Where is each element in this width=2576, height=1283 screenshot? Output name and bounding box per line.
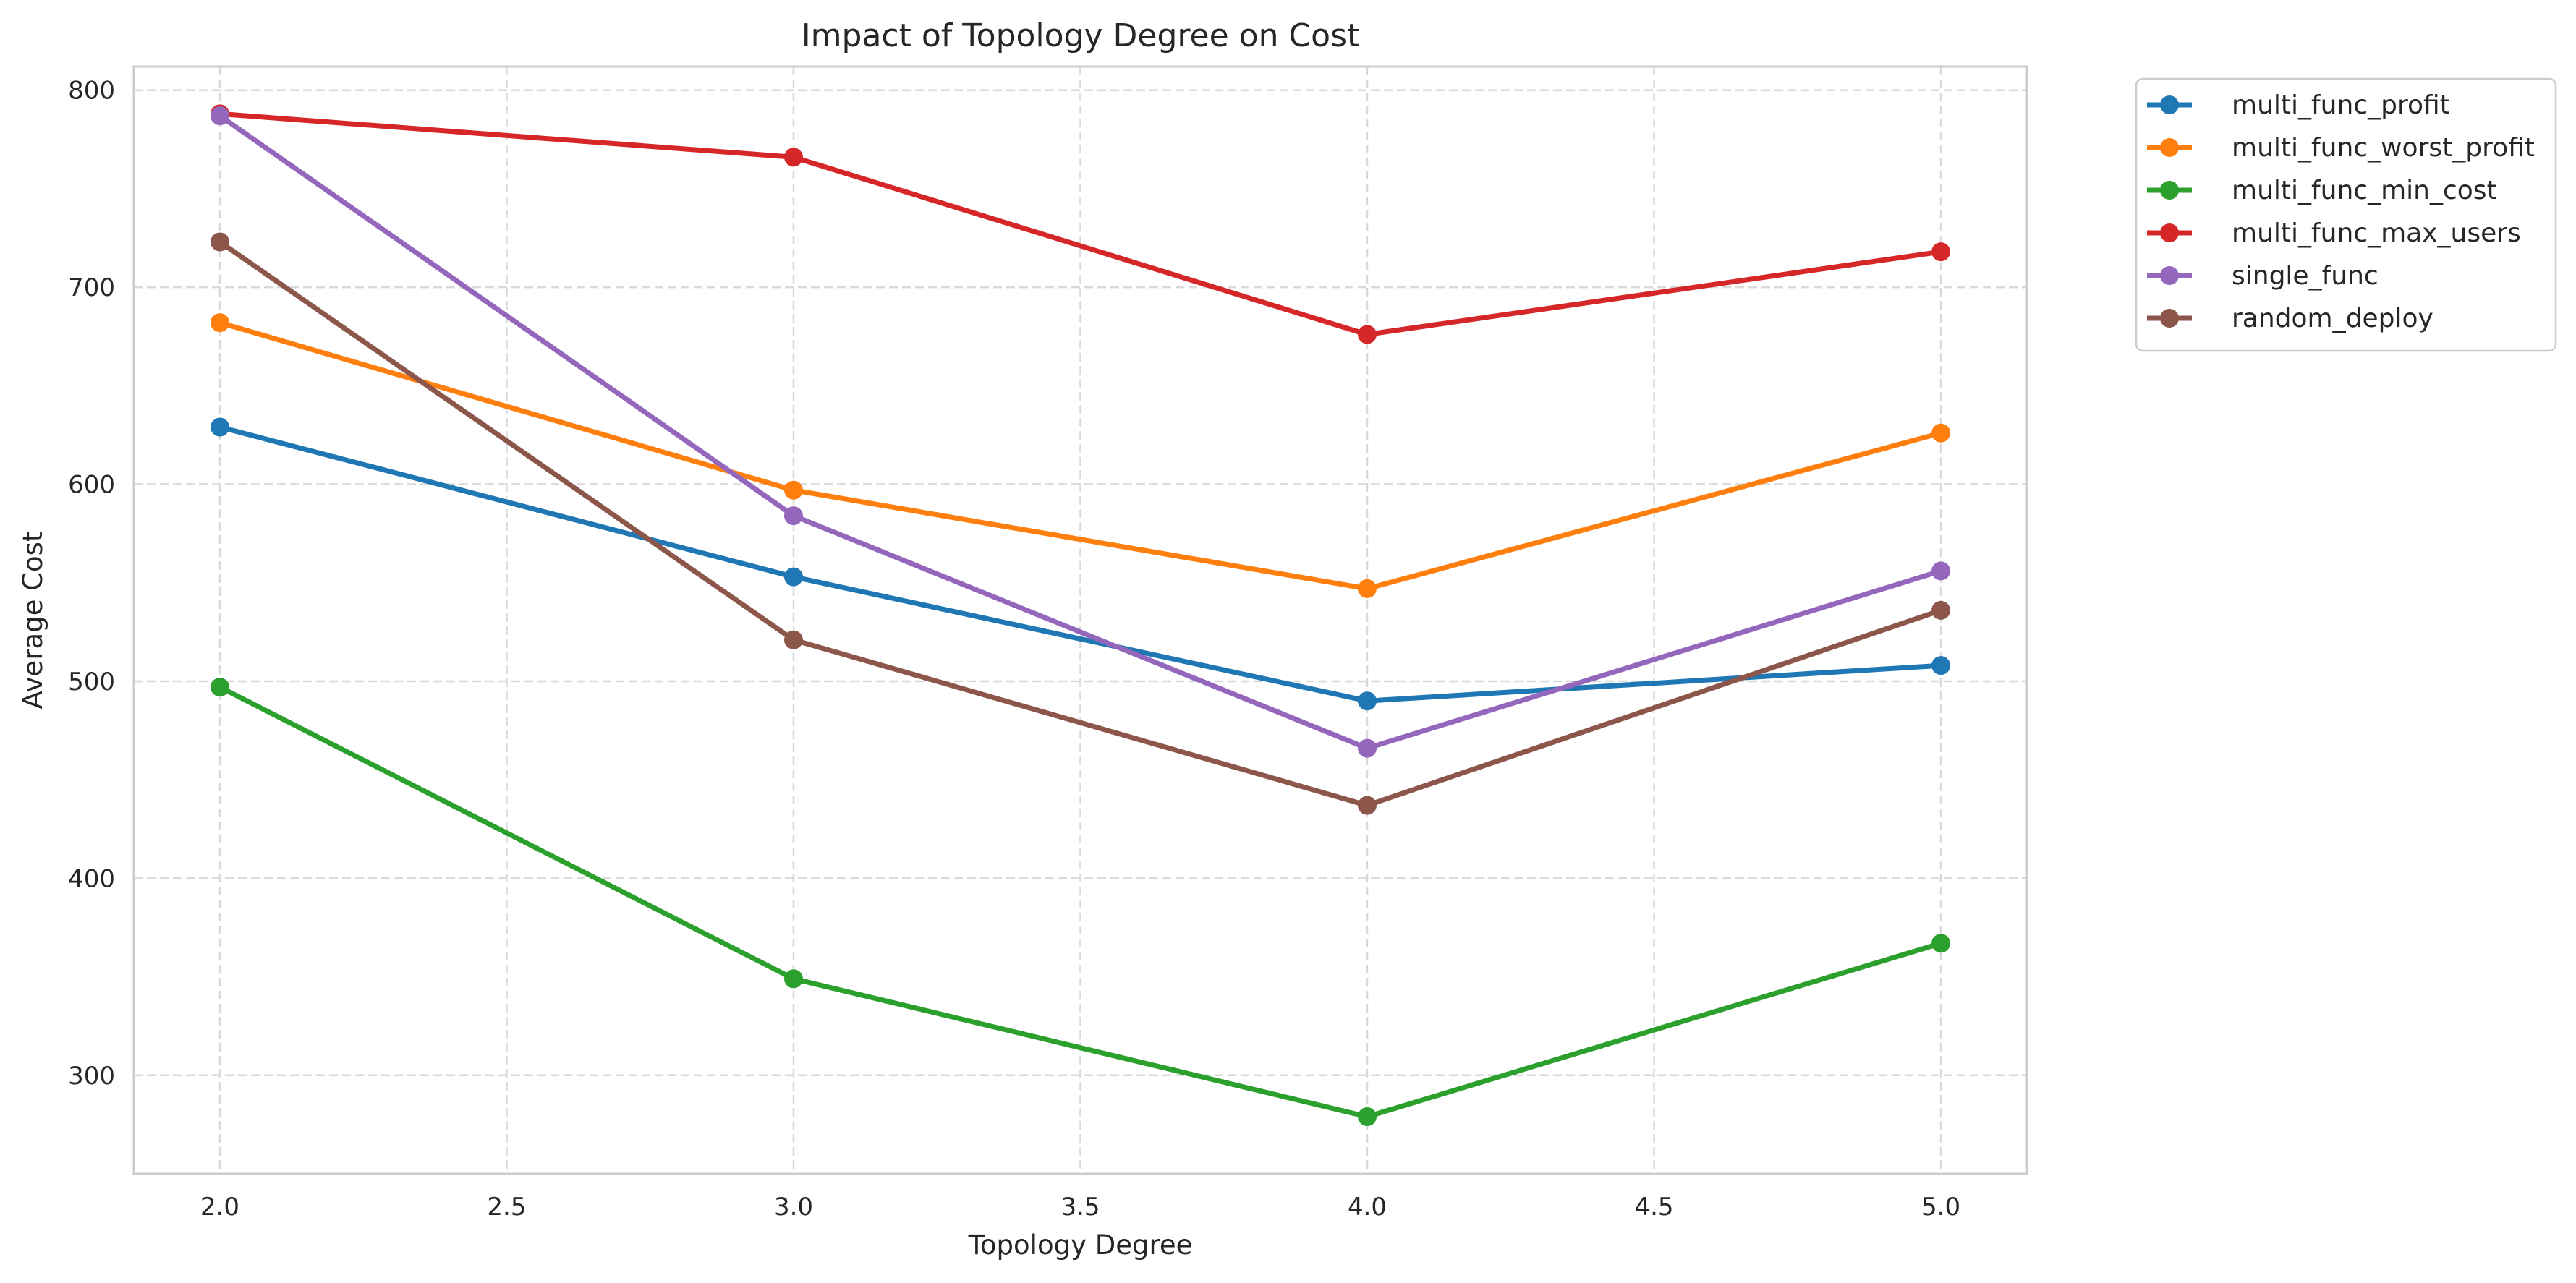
- legend-label: multi_func_profit: [2232, 90, 2450, 120]
- x-tick-label: 3.5: [1060, 1193, 1100, 1222]
- data-point-single-func: [1358, 738, 1377, 758]
- series-line-single-func: [217, 113, 1944, 751]
- x-tick-label: 2.0: [200, 1193, 239, 1222]
- series-line-multi-func-max-users: [217, 111, 1944, 337]
- legend-item-multi-func-worst-profit: multi_func_worst_profit: [2147, 133, 2535, 163]
- series-line-multi-func-profit: [217, 425, 1944, 704]
- legend-swatch-marker: [2160, 266, 2179, 285]
- data-point-single-func: [783, 506, 803, 526]
- data-point-multi-func-max-users: [783, 148, 803, 167]
- legend-item-multi-func-min-cost: multi_func_min_cost: [2147, 176, 2497, 205]
- series-line-multi-func-worst-profit: [217, 320, 1944, 592]
- legend-swatch-marker: [2160, 181, 2179, 200]
- data-point-multi-func-max-users: [1931, 242, 1951, 262]
- data-point-random-deploy: [210, 232, 229, 252]
- x-tick-label: 4.0: [1348, 1193, 1387, 1222]
- legend-swatch-marker: [2160, 223, 2179, 242]
- data-point-multi-func-min-cost: [783, 969, 803, 989]
- legend-label: multi_func_max_users: [2232, 218, 2521, 248]
- data-point-single-func: [1931, 561, 1951, 581]
- x-axis-label: Topology Degree: [968, 1229, 1193, 1261]
- legend-label: random_deploy: [2232, 304, 2433, 333]
- series-multi-func-worst-profit: [210, 313, 1951, 598]
- series-random-deploy: [210, 232, 1951, 815]
- data-point-multi-func-min-cost: [210, 678, 229, 697]
- data-point-multi-func-max-users: [1358, 325, 1377, 344]
- legend-box: [2135, 77, 2557, 352]
- legend: multi_func_profit multi_func_worst_profit…: [2135, 77, 2557, 352]
- legend-label: multi_func_worst_profit: [2232, 133, 2535, 163]
- y-tick-label: 600: [68, 471, 115, 500]
- data-point-random-deploy: [1931, 600, 1951, 620]
- series-layer: [210, 104, 1951, 1126]
- series-single-func: [210, 106, 1951, 758]
- legend-swatch-marker: [2160, 138, 2179, 157]
- legend-item-single-func: single_func: [2147, 261, 2379, 291]
- x-tick-label: 4.5: [1634, 1193, 1673, 1222]
- legend-label: multi_func_min_cost: [2232, 176, 2497, 205]
- y-tick-label: 500: [68, 668, 115, 696]
- data-point-multi-func-worst-profit: [1358, 579, 1377, 598]
- data-point-single-func: [210, 106, 229, 126]
- y-tick-label: 800: [68, 77, 115, 106]
- chart-title: Impact of Topology Degree on Cost: [802, 17, 1360, 54]
- data-point-random-deploy: [1358, 796, 1377, 815]
- data-point-multi-func-profit: [210, 417, 229, 437]
- data-point-multi-func-worst-profit: [210, 313, 229, 333]
- series-line-multi-func-min-cost: [217, 684, 1944, 1120]
- data-point-multi-func-profit: [1931, 656, 1951, 675]
- grid-layer: [134, 67, 2027, 1174]
- x-tick-label: 5.0: [1921, 1193, 1960, 1222]
- y-axis-ticks: 300 400 500 600 700 800: [68, 77, 115, 1091]
- legend-item-multi-func-max-users: multi_func_max_users: [2147, 218, 2521, 248]
- y-tick-label: 300: [68, 1062, 115, 1091]
- series-multi-func-min-cost: [210, 678, 1951, 1126]
- x-tick-label: 3.0: [774, 1193, 813, 1222]
- x-axis-ticks: 2.0 2.5 3.0 3.5 4.0 4.5 5.0: [200, 1193, 1960, 1222]
- data-point-multi-func-min-cost: [1931, 934, 1951, 953]
- x-tick-label: 2.5: [487, 1193, 526, 1222]
- data-point-multi-func-worst-profit: [1931, 423, 1951, 443]
- legend-item-multi-func-profit: multi_func_profit: [2147, 90, 2450, 120]
- y-tick-label: 700: [68, 273, 115, 302]
- y-axis-label: Average Cost: [17, 532, 48, 709]
- data-point-multi-func-min-cost: [1358, 1107, 1377, 1126]
- data-point-random-deploy: [783, 630, 803, 649]
- y-tick-label: 400: [68, 864, 115, 893]
- data-point-multi-func-worst-profit: [783, 480, 803, 500]
- data-point-multi-func-profit: [1358, 691, 1377, 711]
- legend-swatch-marker: [2160, 309, 2179, 328]
- legend-item-random-deploy: random_deploy: [2147, 304, 2433, 333]
- data-point-multi-func-profit: [783, 567, 803, 587]
- series-line-random-deploy: [217, 239, 1944, 809]
- legend-swatch-marker: [2160, 95, 2179, 114]
- series-multi-func-profit: [210, 417, 1951, 711]
- legend-label: single_func: [2232, 261, 2379, 291]
- plot-frame: [132, 65, 2028, 1175]
